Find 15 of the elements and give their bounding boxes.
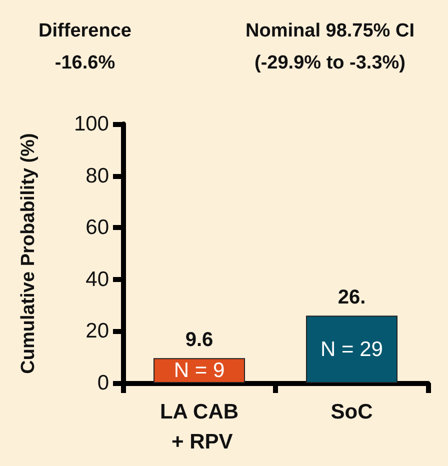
annotation: N = 29: [320, 338, 383, 361]
chart-subtitle: Nominal 98.75% CI (-29.9% to -3.3%): [246, 20, 414, 74]
annotation: N = 9: [174, 359, 225, 382]
y-axis-title: Cumulative Probability (%): [18, 133, 39, 374]
y-tick-label: 80: [86, 164, 109, 188]
y-tick-label: 40: [86, 268, 109, 291]
y-tick-label: 20: [86, 320, 109, 343]
y-tick-label: 0: [97, 372, 109, 394]
data-label: 9.6: [185, 329, 214, 352]
chart-title: Difference -16.6%: [38, 20, 132, 74]
y-tick-label: 100: [74, 112, 109, 136]
y-tick-label: 60: [86, 216, 109, 240]
x-tick-label: SoC: [330, 400, 373, 424]
x-tick-label: LA CAB + RPV: [160, 400, 239, 454]
data-label: 26.: [338, 286, 366, 309]
